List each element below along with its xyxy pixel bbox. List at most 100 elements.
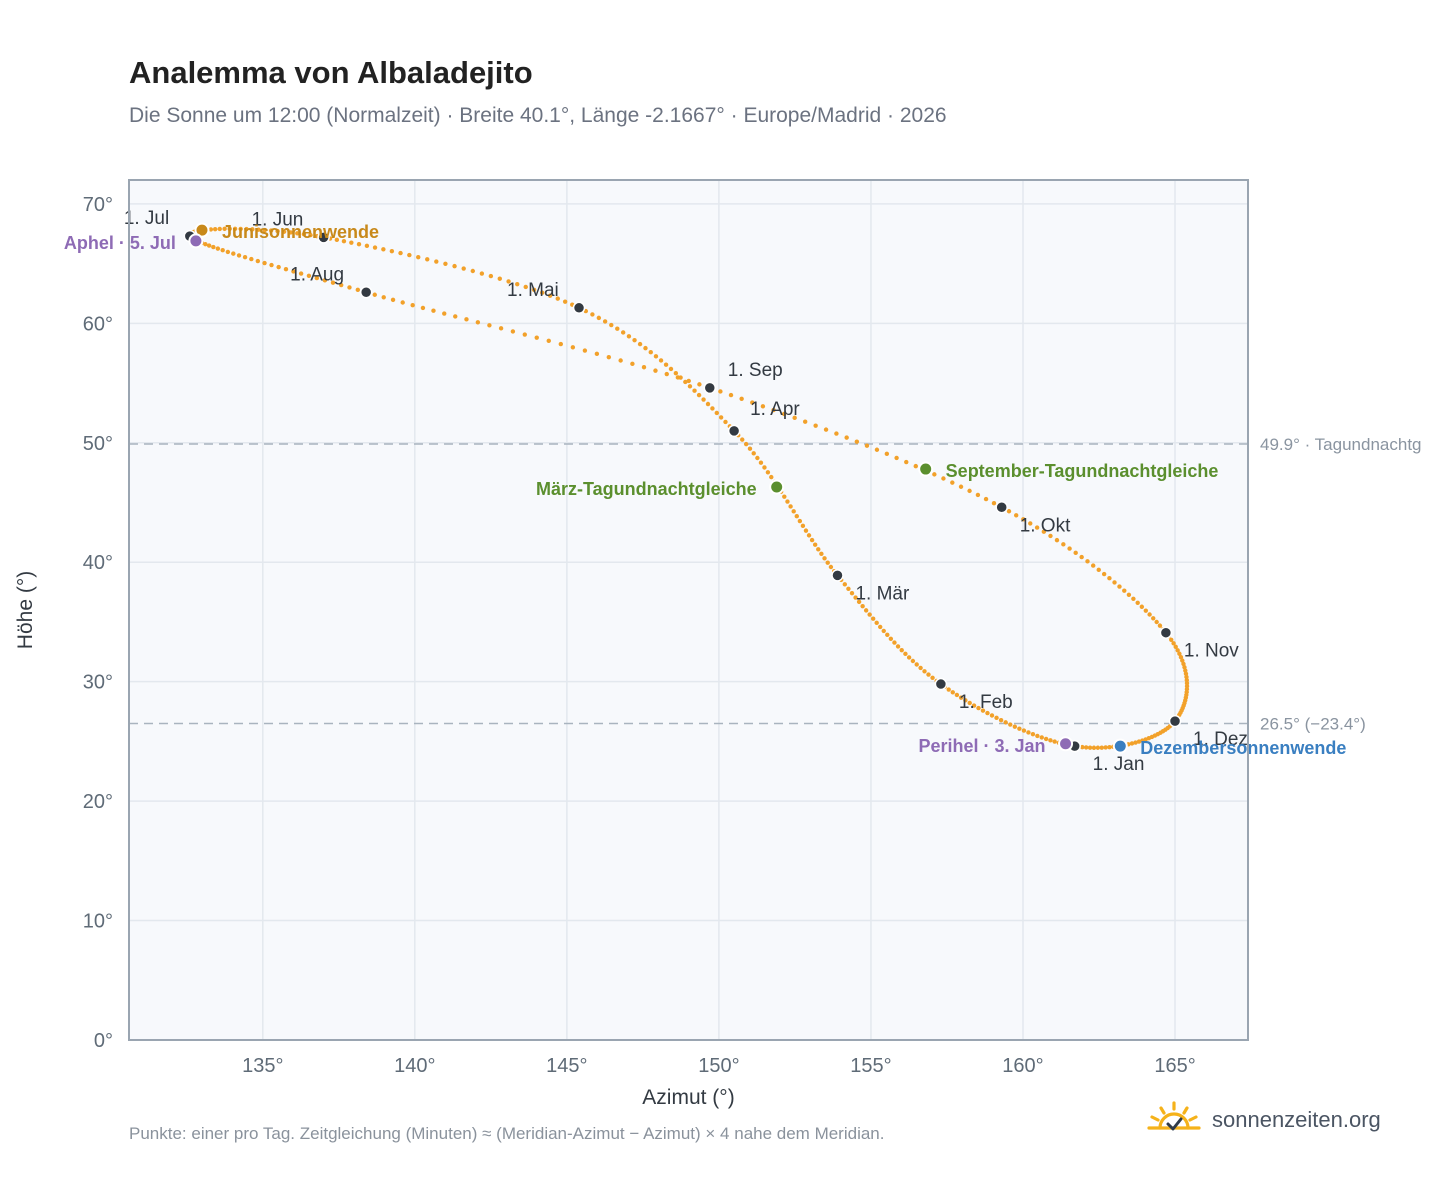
day-point xyxy=(867,612,872,617)
day-point xyxy=(904,459,909,465)
day-point xyxy=(364,243,370,249)
day-point xyxy=(728,392,734,398)
day-point xyxy=(1028,521,1033,526)
day-point xyxy=(1085,559,1090,564)
month-marker xyxy=(359,286,373,299)
day-point xyxy=(758,460,764,465)
day-point xyxy=(755,455,760,461)
day-point xyxy=(301,231,307,237)
day-point xyxy=(255,258,261,264)
day-point xyxy=(828,564,834,570)
day-point xyxy=(771,407,776,413)
day-point xyxy=(697,382,702,387)
day-point xyxy=(881,628,886,634)
month-label: 1. Okt xyxy=(1020,515,1071,536)
footnote: Punkte: einer pro Tag. Zeitgleichung (Mi… xyxy=(129,1124,885,1143)
day-point xyxy=(860,603,865,609)
page-title: Analemma von Albaladejito xyxy=(129,55,533,90)
day-point xyxy=(781,411,787,417)
day-point xyxy=(349,240,354,245)
day-point xyxy=(885,632,890,638)
day-point xyxy=(1143,608,1149,613)
day-point xyxy=(1175,648,1180,653)
y-tick-label: 20° xyxy=(83,791,113,813)
day-point xyxy=(823,427,829,432)
day-point xyxy=(488,273,494,279)
day-point xyxy=(813,423,818,428)
day-point xyxy=(816,547,821,552)
day-point xyxy=(562,299,568,304)
day-point xyxy=(372,292,377,297)
event-marker xyxy=(1058,736,1074,752)
day-point xyxy=(1026,730,1031,735)
day-point xyxy=(1041,529,1047,534)
day-point xyxy=(658,358,664,363)
day-point xyxy=(630,361,635,367)
day-point xyxy=(739,396,744,401)
day-point xyxy=(853,595,858,600)
day-point xyxy=(792,415,797,421)
day-point xyxy=(515,281,520,287)
month-label: 1. Apr xyxy=(750,399,800,420)
sun-check-icon xyxy=(1147,1101,1201,1131)
month-marker xyxy=(1159,626,1173,639)
day-point xyxy=(372,245,378,250)
day-point xyxy=(963,698,968,703)
event-label: September-Tagundnachtgleiche xyxy=(946,461,1219,481)
day-point xyxy=(443,261,448,266)
day-point xyxy=(242,255,248,260)
day-point xyxy=(976,705,981,711)
day-point xyxy=(819,551,824,557)
day-point xyxy=(1080,744,1085,750)
brand[interactable]: sonnenzeiten.org xyxy=(1146,1100,1381,1140)
month-label: 1. Mai xyxy=(507,280,559,301)
day-point xyxy=(696,392,702,398)
day-point xyxy=(922,669,927,674)
day-point xyxy=(1096,567,1101,573)
day-point xyxy=(522,332,527,337)
y-axis-label: Höhe (°) xyxy=(14,571,37,649)
day-point xyxy=(338,282,344,288)
day-point xyxy=(431,308,436,313)
day-point xyxy=(812,542,818,547)
day-point xyxy=(899,647,904,653)
day-point xyxy=(714,410,719,416)
day-point xyxy=(498,326,504,331)
day-point xyxy=(227,226,232,232)
x-tick-label: 165° xyxy=(1154,1055,1195,1077)
day-point xyxy=(653,354,659,359)
day-point xyxy=(870,616,876,621)
day-point xyxy=(281,229,287,234)
day-point xyxy=(425,257,430,262)
day-point xyxy=(1157,623,1163,628)
day-point xyxy=(1021,728,1027,733)
day-point xyxy=(510,329,516,334)
month-label: 1. Jan xyxy=(1093,754,1145,775)
event-label: März-Tagundnachtgleiche xyxy=(536,479,757,499)
day-point xyxy=(705,401,711,407)
day-point xyxy=(355,287,361,293)
day-point xyxy=(760,404,766,409)
day-point xyxy=(442,311,447,316)
day-point xyxy=(1099,745,1104,750)
day-point xyxy=(632,337,637,343)
day-point xyxy=(208,227,214,232)
day-point xyxy=(980,708,986,713)
event-label: Perihel · 3. Jan xyxy=(918,736,1045,756)
day-point xyxy=(1126,592,1132,597)
day-point xyxy=(546,338,551,344)
day-point xyxy=(825,560,830,565)
day-point xyxy=(558,341,564,347)
day-point xyxy=(701,397,706,402)
x-tick-label: 160° xyxy=(1002,1055,1043,1077)
day-point xyxy=(420,305,426,311)
day-point xyxy=(834,431,839,436)
day-point xyxy=(381,295,386,300)
day-point xyxy=(606,354,612,360)
month-marker xyxy=(1168,714,1182,728)
day-point xyxy=(967,700,972,706)
day-point xyxy=(683,379,688,385)
day-point xyxy=(534,335,539,340)
x-axis-label: Azimut (°) xyxy=(642,1086,734,1109)
day-point xyxy=(718,389,723,394)
